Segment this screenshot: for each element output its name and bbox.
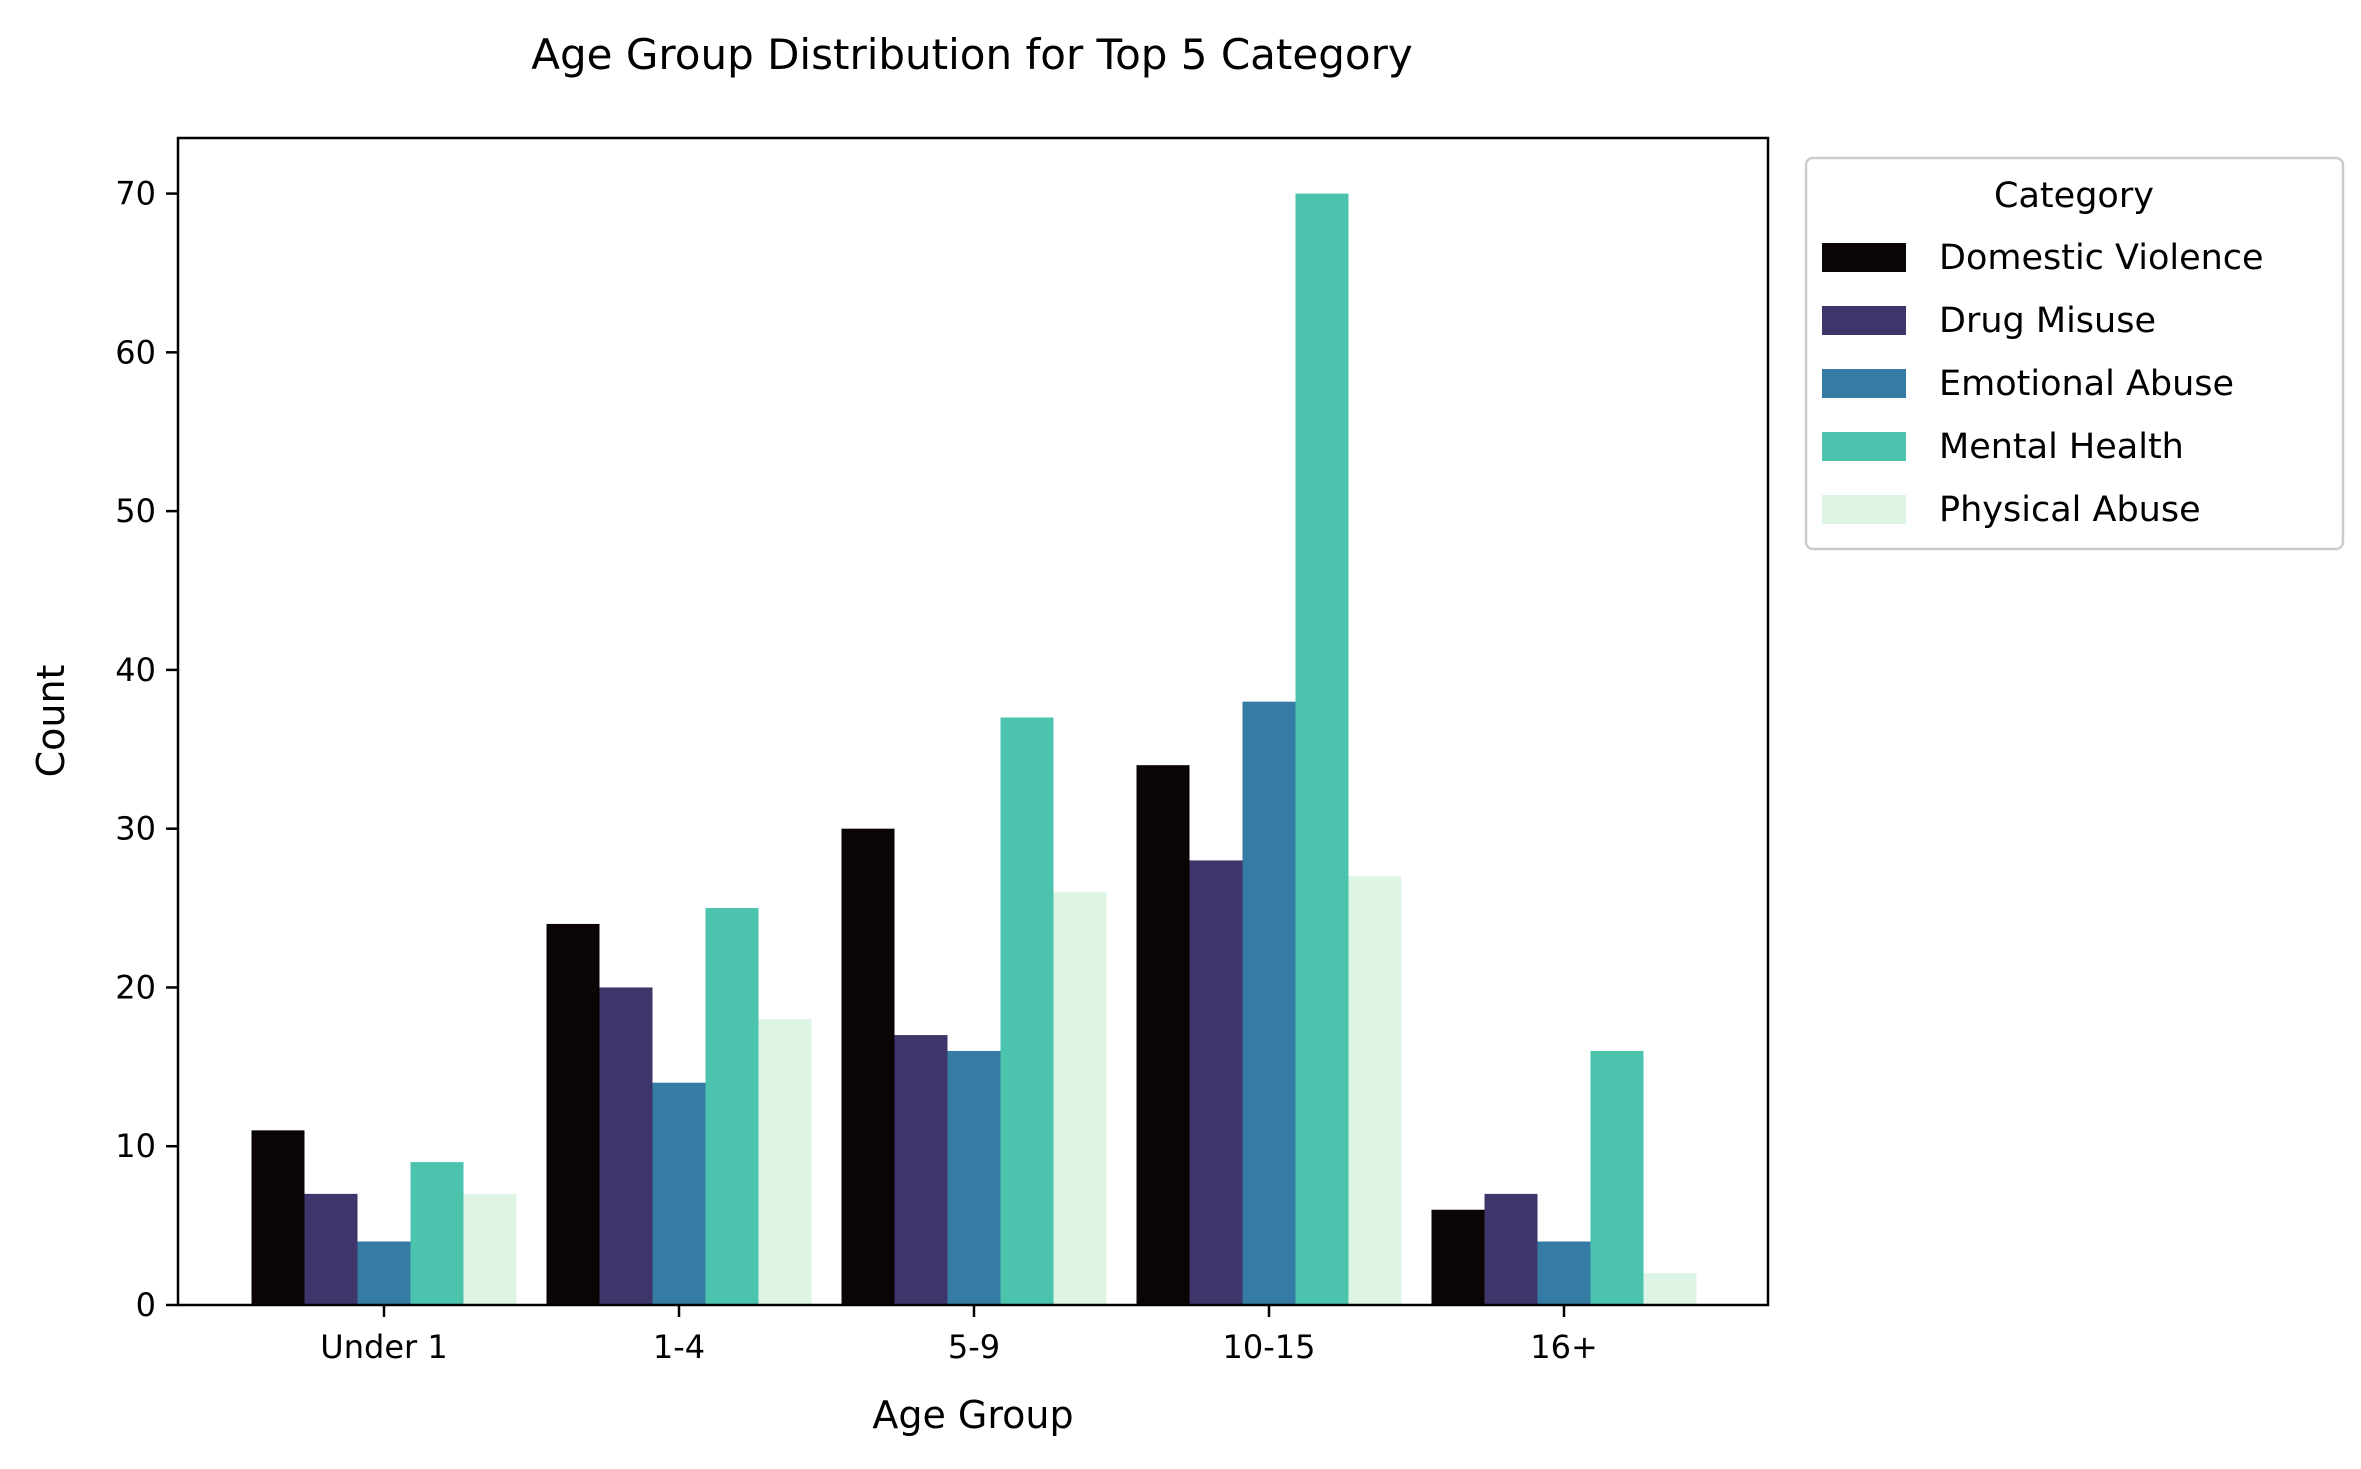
bar [599, 987, 653, 1305]
legend-items: Domestic Violence Drug Misuse Emotional Ab… [1822, 238, 2264, 530]
bar [1295, 193, 1349, 1305]
bar [251, 1130, 305, 1305]
x-tick-label: 10-15 [1223, 1328, 1316, 1366]
bar [841, 828, 895, 1305]
bar [1348, 876, 1402, 1305]
bar [463, 1193, 517, 1305]
legend-swatch [1822, 432, 1906, 461]
series-emotional-abuse [357, 701, 1591, 1305]
legend-label: Mental Health [1939, 427, 2184, 467]
bar [652, 1082, 706, 1305]
y-tick-label: 40 [115, 651, 156, 689]
bar [1431, 1209, 1485, 1305]
x-axis-label: Age Group [872, 1393, 1073, 1437]
bar [1590, 1050, 1644, 1305]
legend-title: Category [1994, 176, 2154, 216]
y-tick-label: 50 [115, 492, 156, 530]
bar [1000, 717, 1054, 1305]
legend-swatch [1822, 369, 1906, 398]
x-tick-label: Under 1 [320, 1328, 447, 1366]
series-physical-abuse [463, 876, 1697, 1305]
legend-label: Drug Misuse [1939, 301, 2156, 341]
legend-item: Domestic Violence [1822, 238, 2264, 278]
y-tick-label: 70 [115, 175, 156, 213]
legend-item: Emotional Abuse [1822, 364, 2234, 404]
plot-frame [176, 136, 1770, 1307]
series-mental-health [410, 193, 1644, 1305]
bar [894, 1035, 948, 1305]
x-tick-label: 1-4 [653, 1328, 705, 1366]
series-drug-misuse [304, 860, 1538, 1305]
legend-swatch [1822, 495, 1906, 524]
bar [410, 1162, 464, 1305]
x-axis: Under 1 1-4 5-9 10-15 16+ [320, 1305, 1598, 1366]
x-tick-label: 16+ [1530, 1328, 1598, 1366]
legend-frame [1804, 156, 2345, 551]
bar [546, 923, 600, 1305]
bar [1643, 1273, 1697, 1305]
bar [304, 1193, 358, 1305]
legend-item: Physical Abuse [1822, 490, 2201, 530]
y-tick-label: 20 [115, 968, 156, 1006]
legend-item: Drug Misuse [1822, 301, 2156, 341]
x-tick-label: 5-9 [948, 1328, 1000, 1366]
bar [1484, 1193, 1538, 1305]
legend-label: Domestic Violence [1939, 238, 2264, 278]
y-tick-label: 0 [136, 1286, 156, 1324]
legend-swatch [1822, 243, 1906, 272]
y-axis: 0 10 20 30 40 50 60 70 [115, 175, 178, 1324]
y-tick-label: 10 [115, 1127, 156, 1165]
bar [947, 1050, 1001, 1305]
bar [1189, 860, 1243, 1305]
bar [758, 1019, 812, 1305]
legend-label: Physical Abuse [1939, 490, 2201, 530]
legend: Category Domestic Violence Drug Misuse Emo… [1804, 156, 2345, 551]
series-domestic-violence [251, 765, 1485, 1305]
bar [1537, 1241, 1591, 1305]
y-tick-label: 60 [115, 333, 156, 371]
y-axis-label: Count [29, 665, 73, 778]
bar [357, 1241, 411, 1305]
y-tick-label: 30 [115, 810, 156, 848]
bar [1242, 701, 1296, 1305]
bars-layer [251, 193, 1697, 1305]
bar [1136, 765, 1190, 1305]
legend-swatch [1822, 306, 1906, 335]
legend-item: Mental Health [1822, 427, 2184, 467]
bar [705, 908, 759, 1305]
chart-title: Age Group Distribution for Top 5 Categor… [531, 30, 1412, 79]
legend-label: Emotional Abuse [1939, 364, 2234, 404]
bar [1053, 892, 1107, 1305]
